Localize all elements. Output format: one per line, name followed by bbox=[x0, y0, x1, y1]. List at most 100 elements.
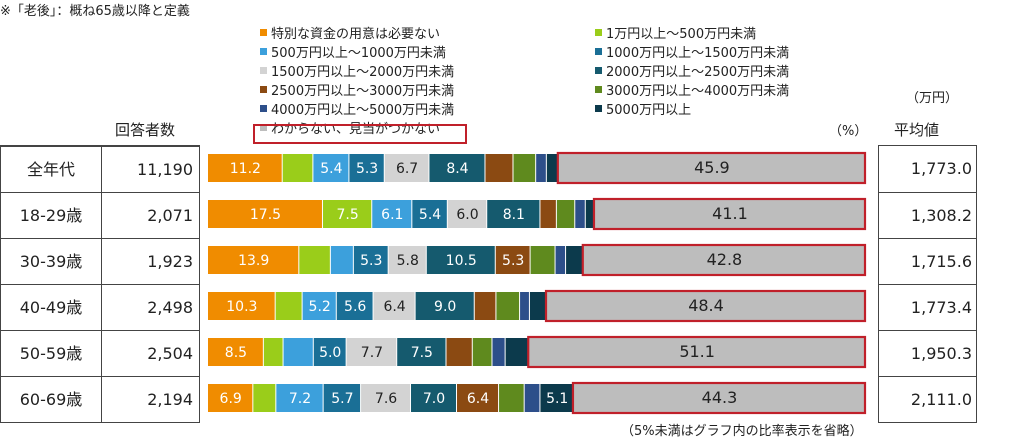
data-label: 5.3 bbox=[502, 253, 524, 269]
respondent-count: 2,504 bbox=[147, 344, 193, 363]
average-value: 1,950.3 bbox=[910, 344, 972, 363]
bar-segment bbox=[446, 338, 472, 366]
table-row: 1,773.4 bbox=[879, 284, 976, 330]
bar-segment bbox=[558, 154, 864, 182]
average-header: 平均値 bbox=[894, 121, 940, 139]
data-label: 6.4 bbox=[383, 299, 405, 315]
data-label: 5.2 bbox=[309, 299, 331, 315]
bar-segment bbox=[485, 154, 513, 182]
unknown-highlight-box bbox=[556, 151, 867, 185]
bar-segment bbox=[208, 154, 282, 182]
respondent-count: 2,194 bbox=[147, 390, 193, 409]
bar-segment bbox=[353, 246, 388, 274]
bar-segment bbox=[411, 384, 456, 412]
unknown-highlight-box bbox=[592, 197, 867, 231]
data-label: 5.7 bbox=[331, 391, 353, 407]
legend-item: 1500万円以上～2000万円未満 bbox=[260, 61, 454, 80]
data-label: 42.8 bbox=[707, 250, 743, 269]
bar-segment bbox=[275, 292, 302, 320]
age-group-label: 18-29歳 bbox=[19, 206, 83, 225]
bar-segment bbox=[540, 200, 556, 228]
unknown-highlight-box bbox=[527, 335, 867, 369]
legend-item: 4000万円以上～5000万円未満 bbox=[260, 99, 454, 118]
table-row: 50-59歳 2,504 bbox=[1, 330, 199, 376]
bar-segment bbox=[302, 292, 336, 320]
respondent-count: 2,071 bbox=[147, 206, 193, 225]
bar-segment bbox=[388, 246, 426, 274]
data-label: 5.8 bbox=[397, 253, 419, 269]
table-row: 1,715.6 bbox=[879, 238, 976, 284]
legend-swatch bbox=[595, 48, 602, 55]
data-label: 8.1 bbox=[503, 207, 525, 223]
percent-unit: （%） bbox=[829, 124, 868, 139]
legend-swatch bbox=[595, 67, 602, 74]
table-row: 1,950.3 bbox=[879, 330, 976, 376]
respondent-count: 2,498 bbox=[147, 298, 193, 317]
data-label: 6.7 bbox=[396, 161, 418, 177]
bar-segment bbox=[529, 292, 547, 320]
bar-segment bbox=[429, 154, 485, 182]
legend-label: 3000万円以上～4000万円未満 bbox=[606, 84, 790, 99]
bar-segment bbox=[499, 384, 524, 412]
bar-segment bbox=[529, 338, 864, 366]
bar-segment bbox=[520, 292, 529, 320]
average-value: 2,111.0 bbox=[910, 390, 972, 409]
legend-label: 1500万円以上～2000万円未満 bbox=[271, 65, 455, 80]
table-row: 1,773.0 bbox=[879, 146, 976, 192]
legend-label: 2000万円以上～2500万円未満 bbox=[606, 65, 790, 80]
bar-segment bbox=[546, 154, 558, 182]
bar-segment bbox=[373, 292, 415, 320]
legend-swatch bbox=[260, 29, 267, 36]
data-label: 45.9 bbox=[694, 158, 730, 177]
table-row: 18-29歳 2,071 bbox=[1, 192, 199, 238]
data-label: 51.1 bbox=[679, 342, 715, 361]
data-label: 5.4 bbox=[320, 161, 342, 177]
table-row: 60-69歳 2,194 bbox=[1, 376, 199, 422]
average-unit: （万円） bbox=[906, 91, 959, 106]
legend-swatch bbox=[595, 86, 602, 93]
data-label: 13.9 bbox=[238, 253, 269, 269]
legend-item: 1000万円以上～1500万円未満 bbox=[595, 42, 789, 61]
legend-item: 2500万円以上～3000万円未満 bbox=[260, 80, 454, 99]
bar-segment bbox=[496, 292, 520, 320]
data-label: 17.5 bbox=[250, 207, 281, 223]
age-group-label: 60-69歳 bbox=[19, 390, 83, 409]
legend-swatch bbox=[260, 67, 267, 74]
legend-item: 2000万円以上～2500万円未満 bbox=[595, 61, 789, 80]
bar-segment bbox=[349, 154, 384, 182]
bar-segment bbox=[566, 246, 583, 274]
bar-segment bbox=[282, 154, 313, 182]
bar-segment bbox=[536, 154, 546, 182]
data-label: 7.2 bbox=[289, 391, 311, 407]
bar-segment bbox=[573, 384, 864, 412]
age-group-label: 40-49歳 bbox=[19, 298, 83, 317]
definition-note: ※「老後」：概ね65歳以降と定義 bbox=[0, 4, 190, 19]
legend-swatch bbox=[595, 29, 602, 36]
data-label: 5.3 bbox=[356, 161, 378, 177]
table-row: 全年代 11,190 bbox=[1, 146, 199, 192]
average-value: 1,773.4 bbox=[910, 298, 972, 317]
average-value: 1,308.2 bbox=[910, 206, 972, 225]
bar-segment bbox=[426, 246, 495, 274]
data-label: 5.4 bbox=[419, 207, 441, 223]
bar-segment bbox=[313, 154, 349, 182]
respondent-count: 11,190 bbox=[137, 160, 193, 179]
data-label: 6.9 bbox=[220, 391, 242, 407]
data-label: 8.5 bbox=[225, 345, 247, 361]
bar-segment bbox=[330, 246, 353, 274]
bar-segment bbox=[263, 338, 283, 366]
bar-segment bbox=[492, 338, 505, 366]
average-value: 1,715.6 bbox=[910, 252, 972, 271]
legend-swatch bbox=[595, 105, 602, 112]
legend-item: 3000万円以上～4000万円未満 bbox=[595, 80, 789, 99]
data-label: 5.6 bbox=[344, 299, 366, 315]
data-label: 5.3 bbox=[360, 253, 382, 269]
legend-label: 2500万円以上～3000万円未満 bbox=[271, 84, 455, 99]
legend-item: 特別な資金の用意は必要ない bbox=[260, 23, 440, 42]
table-row: 1,308.2 bbox=[879, 192, 976, 238]
bar-segment bbox=[524, 384, 540, 412]
bar-segment bbox=[530, 246, 555, 274]
average-table: 1,773.0 1,308.2 1,715.6 1,773.4 1,950.3 2,111… bbox=[878, 145, 977, 423]
bar-segment bbox=[283, 338, 313, 366]
